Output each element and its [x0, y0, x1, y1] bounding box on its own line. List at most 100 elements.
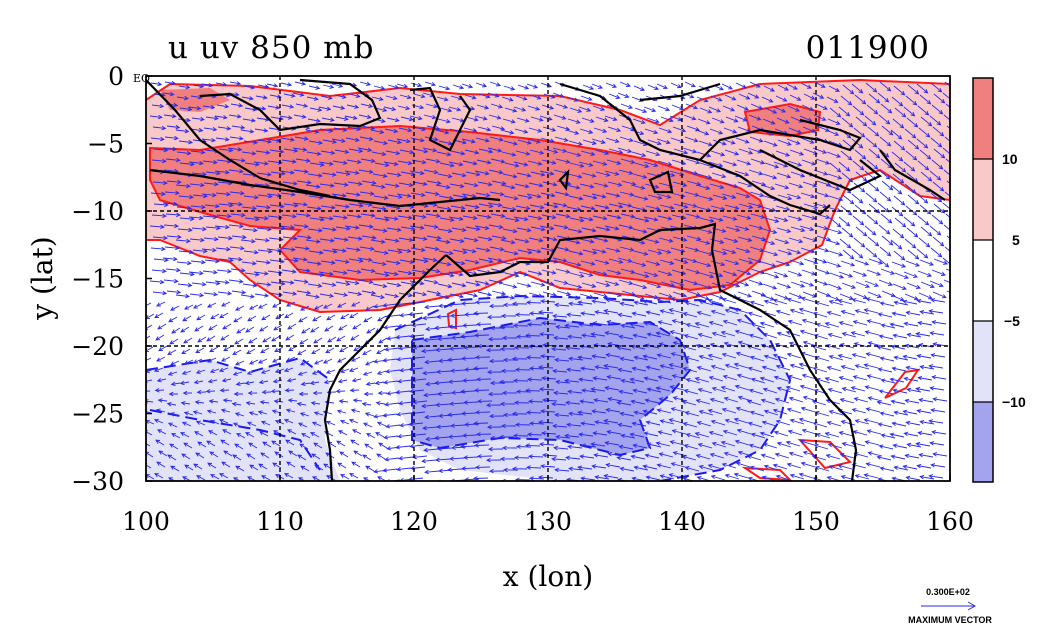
vector-key: 0.300E+02 MAXIMUM VECTOR	[908, 587, 992, 625]
wind-vector	[773, 271, 789, 278]
wind-vector	[383, 216, 399, 221]
wind-vector	[409, 170, 425, 176]
wind-vector	[929, 170, 942, 181]
wind-vector	[815, 268, 831, 275]
wind-vector	[580, 366, 596, 371]
wind-vector	[346, 269, 362, 274]
wind-vector	[477, 399, 493, 404]
wind-vector	[656, 463, 672, 469]
wind-vector	[168, 422, 178, 428]
wind-vector	[464, 149, 480, 155]
wind-vector	[334, 204, 350, 209]
wind-vector	[283, 93, 296, 98]
wind-vector	[266, 248, 282, 253]
wind-vector	[260, 369, 271, 374]
wind-vector	[855, 226, 868, 237]
wind-vector	[647, 194, 663, 200]
wind-vector	[261, 475, 271, 481]
wind-vector	[397, 215, 413, 220]
wind-vector	[594, 420, 610, 425]
wind-vector	[877, 92, 890, 103]
wind-vector	[398, 237, 414, 242]
wind-vector	[215, 82, 228, 87]
wind-vector	[694, 376, 710, 383]
wind-vector	[723, 127, 738, 134]
wind-vector	[828, 250, 844, 257]
wind-vector	[736, 269, 752, 276]
wind-vector	[279, 225, 295, 230]
wind-vector	[605, 407, 621, 413]
wind-vector	[490, 158, 506, 164]
wind-vector	[721, 83, 734, 90]
wind-vector	[372, 228, 388, 233]
wind-vector	[645, 365, 661, 371]
wind-vector	[259, 325, 269, 332]
wind-vector	[879, 246, 892, 257]
wind-vector	[194, 400, 205, 405]
wind-vector	[363, 391, 373, 397]
wind-vector	[499, 434, 514, 440]
wind-vector	[221, 301, 231, 307]
wind-vector	[579, 128, 594, 134]
wind-vector	[181, 348, 191, 354]
wind-vector	[815, 103, 828, 110]
wind-vector	[736, 214, 752, 220]
wind-vector	[734, 329, 750, 336]
wind-vector	[763, 354, 779, 361]
wind-vector	[930, 408, 946, 413]
wind-vector	[721, 462, 737, 469]
wind-vector	[503, 85, 516, 91]
wind-vector	[332, 105, 346, 110]
wind-vector	[300, 305, 310, 311]
wind-vector	[877, 257, 890, 268]
wind-vector	[696, 310, 712, 317]
wind-vector	[919, 94, 932, 105]
wind-vector	[234, 412, 245, 417]
wind-vector	[865, 462, 881, 468]
wind-vector	[376, 348, 386, 354]
wind-vector	[801, 104, 815, 111]
wind-vector	[435, 402, 451, 408]
wind-vector	[867, 126, 880, 137]
wind-vector	[890, 184, 903, 195]
x-tick-labels: 100 110 120 130 140 150 160	[122, 475, 974, 536]
wind-vector	[606, 269, 622, 275]
wind-vector	[295, 268, 311, 273]
wind-vector	[772, 408, 788, 415]
wind-vector	[618, 169, 634, 175]
wind-vector	[336, 357, 347, 363]
wind-vector	[243, 85, 256, 90]
wind-vector	[903, 161, 916, 172]
wind-vector	[241, 261, 257, 266]
wind-vector	[539, 115, 553, 121]
wind-vector	[631, 366, 647, 372]
wind-vector	[852, 105, 865, 116]
wind-vector	[528, 237, 544, 243]
wind-vector	[592, 431, 608, 436]
wind-vector	[165, 212, 181, 218]
wind-vector	[488, 336, 504, 342]
wind-vector	[684, 411, 700, 417]
wind-vector	[446, 412, 463, 417]
wind-vector	[377, 315, 387, 322]
wind-vector	[205, 225, 221, 231]
wind-vector	[517, 249, 533, 255]
wind-vector	[358, 114, 372, 120]
wind-vector	[530, 281, 546, 287]
wind-vector	[220, 334, 230, 341]
wind-vector	[917, 320, 933, 326]
wind-vector	[297, 371, 308, 376]
wind-vector	[321, 172, 337, 177]
wind-vector	[193, 303, 203, 309]
wind-vector	[410, 137, 425, 143]
wind-vectors	[146, 80, 950, 481]
wind-vector	[305, 294, 320, 299]
wind-vector	[565, 184, 581, 190]
wind-vector	[336, 409, 347, 414]
wind-vector	[253, 271, 269, 276]
wind-vector	[736, 428, 752, 435]
wind-vector	[387, 249, 403, 254]
wind-vector	[447, 324, 464, 329]
wind-vector	[475, 410, 491, 415]
wind-vector	[864, 225, 877, 236]
